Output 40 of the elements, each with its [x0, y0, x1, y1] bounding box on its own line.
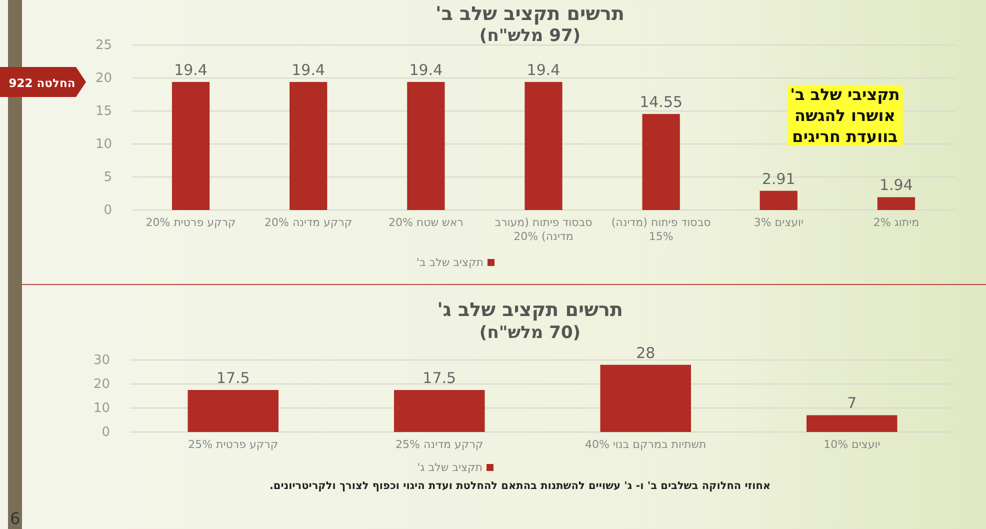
chart-subtitle: (97 מלש"ח) [479, 26, 581, 46]
data-label: 17.5 [216, 369, 250, 387]
x-tick-label: יועצים 3% [754, 216, 804, 229]
data-label: 1.94 [880, 176, 913, 194]
legend-label: תקציב שלב ג' [417, 461, 482, 474]
x-tick-label: קרקע מדינה 20% [264, 216, 352, 229]
chart-title: תרשים תקציב שלב ג' [437, 299, 623, 321]
x-tick-label: סבסוד פיתוח (מעורב מדינה) 20% [494, 216, 592, 243]
data-label: 7 [847, 394, 857, 412]
x-tick-label: מיתוג 2% [873, 216, 920, 229]
y-tick-label: 0 [102, 425, 110, 440]
data-label: 19.4 [409, 60, 443, 79]
x-tick-label: תשתיות במרקם בנוי 40% [585, 438, 706, 451]
text: 6 [10, 509, 20, 528]
chart-subtitle: (70 מלש"ח) [479, 323, 581, 343]
y-tick-label: 30 [93, 353, 110, 368]
y-tick-label: 15 [95, 104, 112, 120]
x-tick-label: יועצים 10% [824, 438, 880, 451]
y-tick-label: 20 [93, 377, 110, 392]
data-label: 2.91 [762, 170, 796, 188]
data-label: 19.4 [292, 60, 326, 79]
x-tick-label: קרקע מדינה 25% [396, 438, 484, 451]
legend-label: תקציב שלב ב' [416, 256, 484, 269]
data-label: 17.5 [422, 369, 456, 387]
data-label: 28 [636, 344, 656, 362]
y-tick-label: 10 [95, 137, 112, 152]
y-tick-label: 10 [93, 401, 110, 416]
y-tick-label: 25 [95, 38, 112, 54]
y-tick-label: 5 [104, 170, 112, 186]
y-tick-label: 20 [95, 71, 112, 86]
x-tick-label: קרקע פרטית 20% [146, 216, 236, 229]
chart-title: תרשים תקציב שלב ב' [436, 3, 624, 25]
text: אחוזי החלוקה בשלבים ב' ו- ג' עשויים להשתנות בהתאם להחלטת ועדת היגוי וכפוף לצורך ולקריטריונים. [269, 480, 771, 492]
y-tick-label: 0 [104, 203, 112, 218]
data-label: 19.4 [174, 60, 208, 79]
text: החלטה 922 [8, 76, 76, 90]
data-label: 19.4 [526, 60, 560, 79]
data-label: 14.55 [640, 92, 683, 111]
x-tick-label: קרקע פרטית 25% [188, 438, 278, 451]
x-tick-label: ראש שטח 20% [388, 216, 464, 229]
